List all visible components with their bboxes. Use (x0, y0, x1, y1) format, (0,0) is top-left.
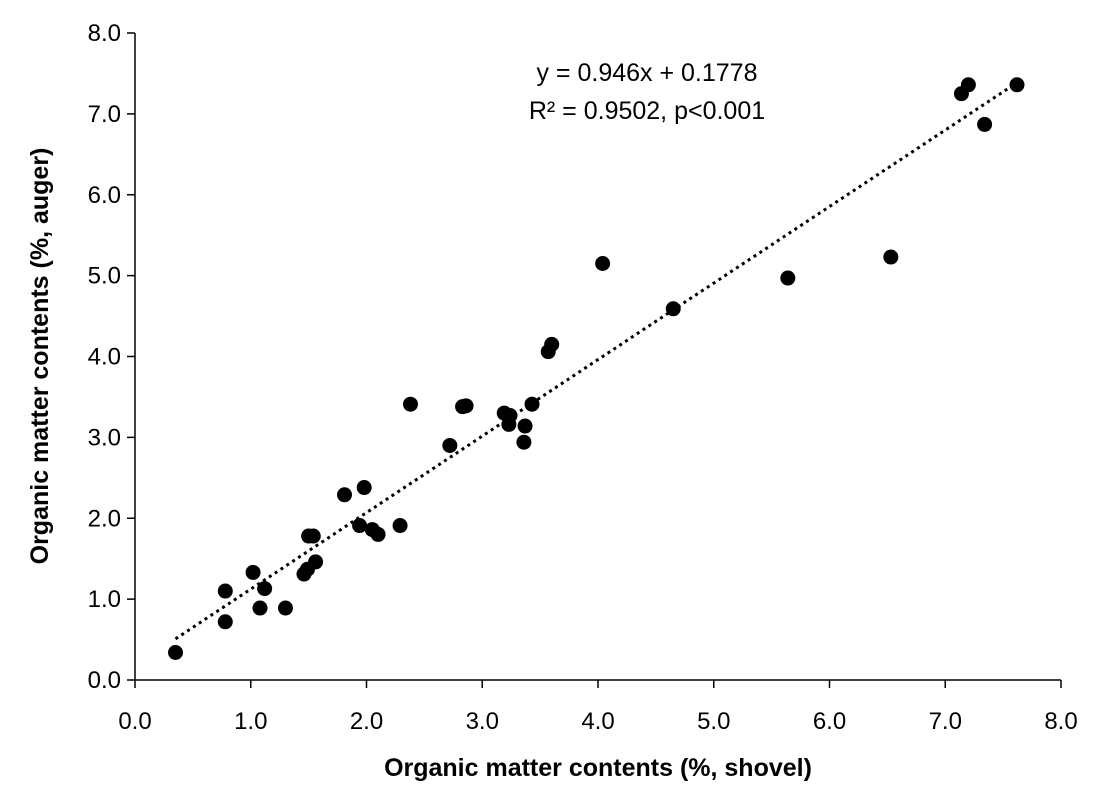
x-tick-label: 8.0 (1044, 708, 1077, 735)
data-point (337, 487, 353, 503)
data-point (217, 614, 233, 630)
x-axis: 0.0 1.0 2.0 3.0 4.0 5.0 6.0 7.0 8.0 (118, 679, 1078, 735)
data-point (665, 301, 681, 317)
x-tick-label: 2.0 (350, 708, 383, 735)
data-point (370, 526, 386, 542)
data-point (252, 600, 268, 616)
data-point (517, 418, 533, 434)
data-point (1009, 77, 1025, 93)
data-point (516, 434, 532, 450)
y-tick-label: 8.0 (88, 20, 121, 47)
x-tick-label: 3.0 (466, 708, 499, 735)
data-point (168, 645, 184, 661)
y-tick-label: 1.0 (88, 586, 121, 613)
data-point (356, 480, 372, 496)
y-tick-label: 4.0 (88, 344, 121, 371)
data-points (168, 77, 1025, 661)
y-tick-label: 5.0 (88, 263, 121, 290)
x-tick-label: 0.0 (118, 708, 151, 735)
data-point (392, 518, 408, 534)
data-point (352, 518, 368, 534)
y-axis-ticks: 0.0 1.0 2.0 3.0 4.0 5.0 6.0 7.0 8.0 (88, 20, 135, 694)
x-axis-ticks: 0.0 1.0 2.0 3.0 4.0 5.0 6.0 7.0 8.0 (118, 680, 1078, 735)
equation-label: y = 0.946x + 0.1778 (536, 59, 757, 87)
x-tick-label: 1.0 (234, 708, 267, 735)
data-point (595, 255, 611, 271)
y-tick-label: 2.0 (88, 505, 121, 532)
x-tick-label: 4.0 (581, 708, 614, 735)
data-point (544, 336, 560, 352)
data-point (780, 270, 796, 286)
y-tick-label: 3.0 (88, 424, 121, 451)
data-point (883, 249, 899, 265)
data-point (402, 396, 418, 412)
y-tick-label: 7.0 (88, 101, 121, 128)
data-point (308, 554, 324, 570)
data-point (217, 583, 233, 599)
y-axis: 0.0 1.0 2.0 3.0 4.0 5.0 6.0 7.0 8.0 (88, 20, 136, 694)
x-tick-label: 6.0 (813, 708, 846, 735)
data-point (245, 564, 261, 580)
data-point (442, 437, 458, 453)
y-axis-title: Organic matter contents (%, auger) (26, 148, 54, 565)
trendline (174, 81, 1018, 641)
data-point (277, 600, 293, 616)
r-squared-label: R² = 0.9502, p<0.001 (529, 97, 765, 125)
x-tick-label: 7.0 (929, 708, 962, 735)
data-point (305, 528, 321, 544)
x-axis-title: Organic matter contents (%, shovel) (384, 754, 812, 782)
data-point (524, 396, 540, 412)
data-point (257, 581, 273, 597)
data-point (960, 77, 976, 93)
data-point (458, 398, 474, 414)
y-tick-label: 0.0 (88, 667, 121, 694)
data-point (977, 116, 993, 132)
y-tick-label: 6.0 (88, 182, 121, 209)
data-point (502, 408, 518, 424)
x-tick-label: 5.0 (697, 708, 730, 735)
